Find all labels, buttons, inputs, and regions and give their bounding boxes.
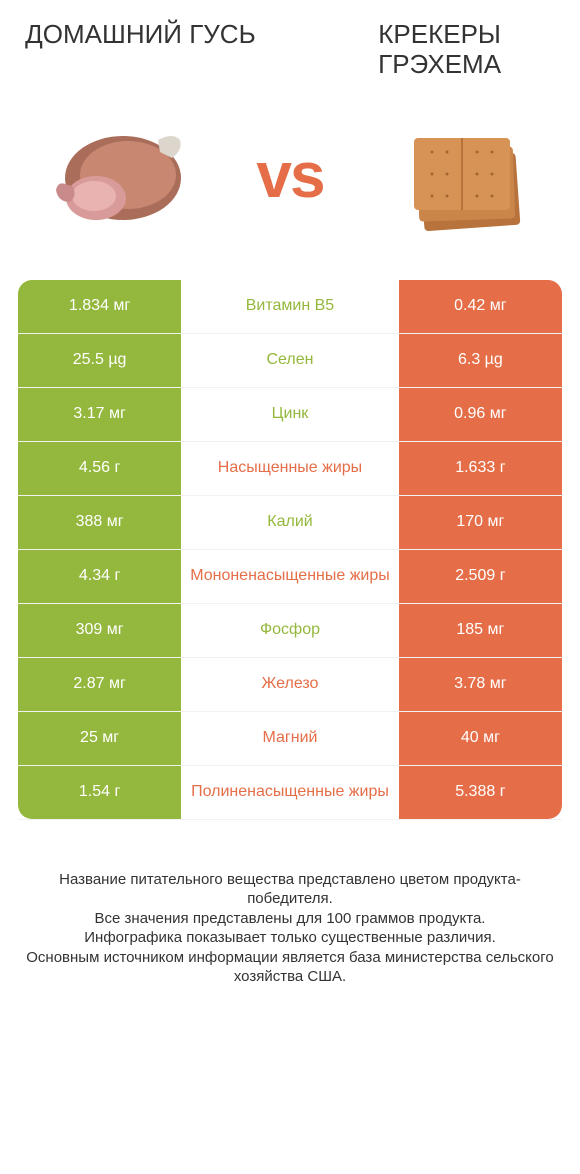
left-value-cell: 3.17 мг (18, 388, 181, 441)
left-value-cell: 25.5 µg (18, 334, 181, 387)
nutrient-label: Калий (181, 496, 399, 549)
vs-label: vs (256, 138, 323, 212)
right-product-title: КРЕКЕРЫ ГРЭХЕМА (317, 20, 562, 80)
footer-line: Все значения представлены для 100 граммо… (24, 909, 556, 929)
right-value-cell: 185 мг (399, 604, 562, 657)
table-row: 1.834 мгВитамин B50.42 мг (18, 280, 562, 334)
table-row: 25 мгМагний40 мг (18, 712, 562, 766)
header-row: ДОМАШНИЙ ГУСЬ КРЕКЕРЫ ГРЭХЕМА (18, 20, 562, 80)
left-value-cell: 4.34 г (18, 550, 181, 603)
nutrient-label: Витамин B5 (181, 280, 399, 333)
nutrient-label: Насыщенные жиры (181, 442, 399, 495)
table-row: 1.54 гПолиненасыщенные жиры5.388 г (18, 766, 562, 820)
table-row: 309 мгФосфор185 мг (18, 604, 562, 658)
footer-line: Инфографика показывает только существенн… (24, 928, 556, 948)
right-value-cell: 6.3 µg (399, 334, 562, 387)
right-value-cell: 0.42 мг (399, 280, 562, 333)
left-value-cell: 388 мг (18, 496, 181, 549)
nutrient-label: Полиненасыщенные жиры (181, 766, 399, 819)
comparison-table: 1.834 мгВитамин B50.42 мг25.5 µgСелен6.3… (18, 280, 562, 820)
nutrient-label: Магний (181, 712, 399, 765)
right-value-cell: 1.633 г (399, 442, 562, 495)
nutrient-label: Селен (181, 334, 399, 387)
vs-row: vs (18, 110, 562, 240)
footer-notes: Название питательного вещества представл… (18, 870, 562, 987)
right-value-cell: 40 мг (399, 712, 562, 765)
nutrient-label: Железо (181, 658, 399, 711)
table-row: 3.17 мгЦинк0.96 мг (18, 388, 562, 442)
left-value-cell: 1.54 г (18, 766, 181, 819)
nutrient-label: Мононенасыщенные жиры (181, 550, 399, 603)
nutrient-label: Фосфор (181, 604, 399, 657)
right-value-cell: 2.509 г (399, 550, 562, 603)
right-value-cell: 0.96 мг (399, 388, 562, 441)
table-row: 4.34 гМононенасыщенные жиры2.509 г (18, 550, 562, 604)
left-value-cell: 309 мг (18, 604, 181, 657)
right-value-cell: 170 мг (399, 496, 562, 549)
left-product-title: ДОМАШНИЙ ГУСЬ (18, 20, 263, 80)
footer-line: Название питательного вещества представл… (24, 870, 556, 909)
left-food-image (28, 110, 198, 240)
table-row: 388 мгКалий170 мг (18, 496, 562, 550)
right-food-image (382, 110, 552, 240)
footer-line: Основным источником информации является … (24, 948, 556, 987)
left-value-cell: 1.834 мг (18, 280, 181, 333)
table-row: 4.56 гНасыщенные жиры1.633 г (18, 442, 562, 496)
left-value-cell: 2.87 мг (18, 658, 181, 711)
left-value-cell: 25 мг (18, 712, 181, 765)
nutrient-label: Цинк (181, 388, 399, 441)
right-value-cell: 5.388 г (399, 766, 562, 819)
table-row: 2.87 мгЖелезо3.78 мг (18, 658, 562, 712)
right-value-cell: 3.78 мг (399, 658, 562, 711)
table-row: 25.5 µgСелен6.3 µg (18, 334, 562, 388)
left-value-cell: 4.56 г (18, 442, 181, 495)
